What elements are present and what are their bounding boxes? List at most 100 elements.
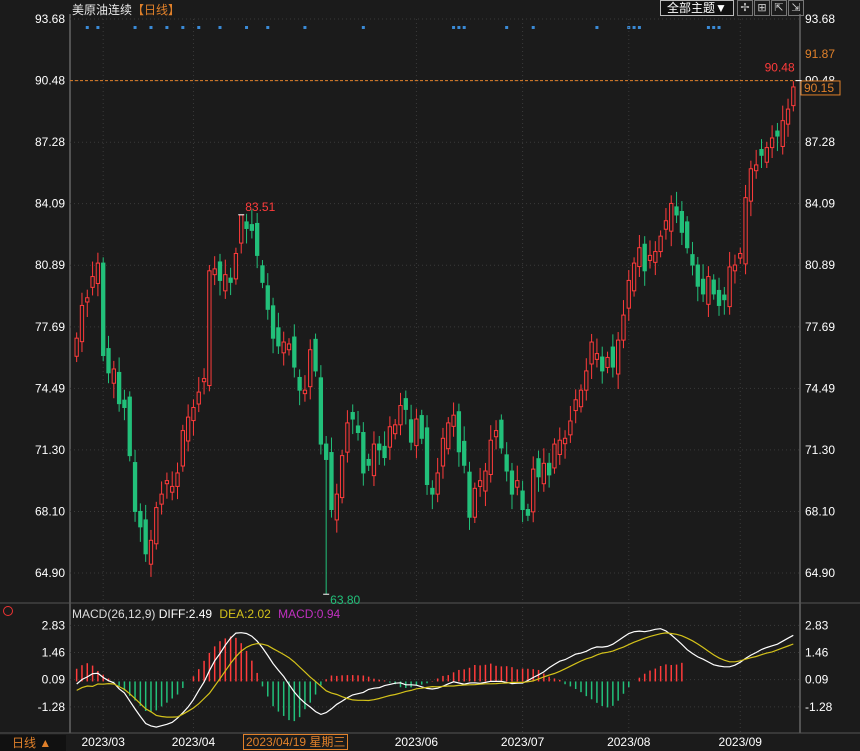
price-tick-right: 80.89 bbox=[805, 258, 835, 272]
candle-body bbox=[265, 285, 270, 310]
event-dot bbox=[452, 26, 456, 29]
candle-body bbox=[435, 472, 440, 495]
candle-body bbox=[228, 277, 233, 283]
theme-dropdown[interactable]: 全部主题▼ bbox=[660, 0, 734, 16]
candle-body bbox=[690, 254, 695, 266]
candle-body bbox=[493, 430, 499, 438]
macd-tick-left: -1.28 bbox=[38, 700, 66, 714]
candle-body bbox=[74, 337, 79, 357]
candle-body bbox=[488, 439, 493, 475]
event-dot bbox=[706, 26, 710, 29]
candle-body bbox=[759, 149, 764, 156]
event-dot bbox=[717, 26, 721, 29]
last-price-label: 90.15 bbox=[804, 81, 834, 95]
candle-body bbox=[85, 297, 90, 303]
period-toggle[interactable]: 日线 ▲ bbox=[0, 735, 66, 751]
macd-legend: MACD(26,12,9) DIFF:2.49 DEA:2.02 MACD:0.… bbox=[72, 607, 340, 621]
candle-body bbox=[196, 391, 201, 405]
candle-body bbox=[685, 221, 690, 249]
candle-body bbox=[212, 268, 217, 276]
candle-body bbox=[355, 425, 361, 434]
instrument-name: 美原油连续 bbox=[72, 3, 133, 17]
price-tick-right: 68.10 bbox=[805, 504, 835, 518]
candle-body bbox=[79, 304, 85, 343]
candle-body bbox=[738, 252, 743, 259]
event-dot bbox=[595, 26, 599, 29]
price-tick-left: 93.68 bbox=[35, 12, 65, 26]
settings-dot-icon[interactable] bbox=[3, 606, 13, 616]
candle-body bbox=[568, 420, 573, 436]
candle-body bbox=[201, 378, 207, 383]
candle-body bbox=[647, 254, 653, 261]
price-tick-right: 74.49 bbox=[805, 381, 835, 395]
macd-params: MACD(26,12,9) bbox=[72, 607, 156, 621]
event-dot bbox=[361, 26, 365, 29]
price-tick-left: 87.28 bbox=[35, 135, 65, 149]
event-dot bbox=[133, 26, 137, 29]
price-tick-left: 68.10 bbox=[35, 504, 65, 518]
candle-body bbox=[302, 389, 308, 395]
candle-body bbox=[95, 262, 101, 285]
macd-value-label: MACD:0.94 bbox=[278, 607, 341, 621]
cursor-date-text: 2023/04/19 星期三 bbox=[246, 735, 346, 749]
candle-body bbox=[350, 411, 355, 420]
zoom-in-icon[interactable]: ✢ bbox=[737, 0, 753, 16]
macd-tick-right: 1.46 bbox=[805, 646, 829, 660]
period-tag: 【日线】 bbox=[132, 3, 181, 17]
instrument-title: 美原油连续【日线】 bbox=[72, 1, 180, 18]
candle-body bbox=[536, 458, 541, 478]
candle-body bbox=[679, 211, 685, 233]
event-dot bbox=[181, 26, 185, 29]
candle-body bbox=[111, 368, 116, 384]
candle-body bbox=[297, 376, 302, 391]
candle-body bbox=[191, 406, 196, 422]
candlesticks bbox=[74, 81, 796, 595]
dif-label: DIFF:2.49 bbox=[158, 607, 213, 621]
candle-body bbox=[573, 399, 578, 412]
restore-icon[interactable]: ⇲ bbox=[788, 0, 804, 16]
candle-body bbox=[106, 348, 111, 374]
candle-body bbox=[780, 120, 785, 147]
candle-body bbox=[207, 270, 212, 387]
candle-body bbox=[127, 396, 132, 457]
event-dot bbox=[245, 26, 249, 29]
candle-body bbox=[578, 389, 584, 408]
candle-body bbox=[175, 472, 180, 487]
macd-tick-right: -1.28 bbox=[805, 700, 833, 714]
event-dot bbox=[165, 26, 169, 29]
event-dot bbox=[85, 26, 89, 29]
candle-body bbox=[387, 426, 393, 448]
candle-body bbox=[318, 377, 324, 445]
price-tick-right: 71.30 bbox=[805, 443, 835, 457]
candle-body bbox=[345, 422, 350, 453]
candle-body bbox=[515, 480, 520, 488]
event-dot bbox=[218, 26, 222, 29]
candle-body bbox=[748, 168, 754, 202]
event-dot bbox=[266, 26, 270, 29]
candle-body bbox=[631, 262, 637, 292]
zoom-out-icon[interactable]: ⊞ bbox=[754, 0, 770, 16]
candle-body bbox=[663, 220, 669, 230]
date-tick: 2023/07 bbox=[501, 735, 545, 749]
event-dot bbox=[462, 26, 466, 29]
candle-body bbox=[255, 222, 260, 256]
price-tick-left: 90.48 bbox=[35, 74, 65, 88]
candle-body bbox=[239, 214, 244, 244]
price-tick-right: 87.28 bbox=[805, 135, 835, 149]
candle-body bbox=[499, 419, 504, 449]
price-tick-left: 71.30 bbox=[35, 443, 65, 457]
event-dot bbox=[531, 26, 535, 29]
candle-body bbox=[785, 108, 791, 125]
expand-icon[interactable]: ⇱ bbox=[771, 0, 787, 16]
candle-body bbox=[637, 247, 642, 268]
event-dot bbox=[632, 26, 636, 29]
candle-body bbox=[791, 86, 796, 107]
price-tick-right: 93.68 bbox=[805, 12, 835, 26]
event-dot bbox=[303, 26, 307, 29]
candle-body bbox=[504, 454, 509, 472]
candle-body bbox=[154, 507, 159, 545]
candle-body bbox=[185, 416, 191, 442]
candle-body bbox=[217, 261, 223, 281]
candle-body bbox=[260, 265, 265, 283]
event-dot bbox=[712, 26, 716, 29]
